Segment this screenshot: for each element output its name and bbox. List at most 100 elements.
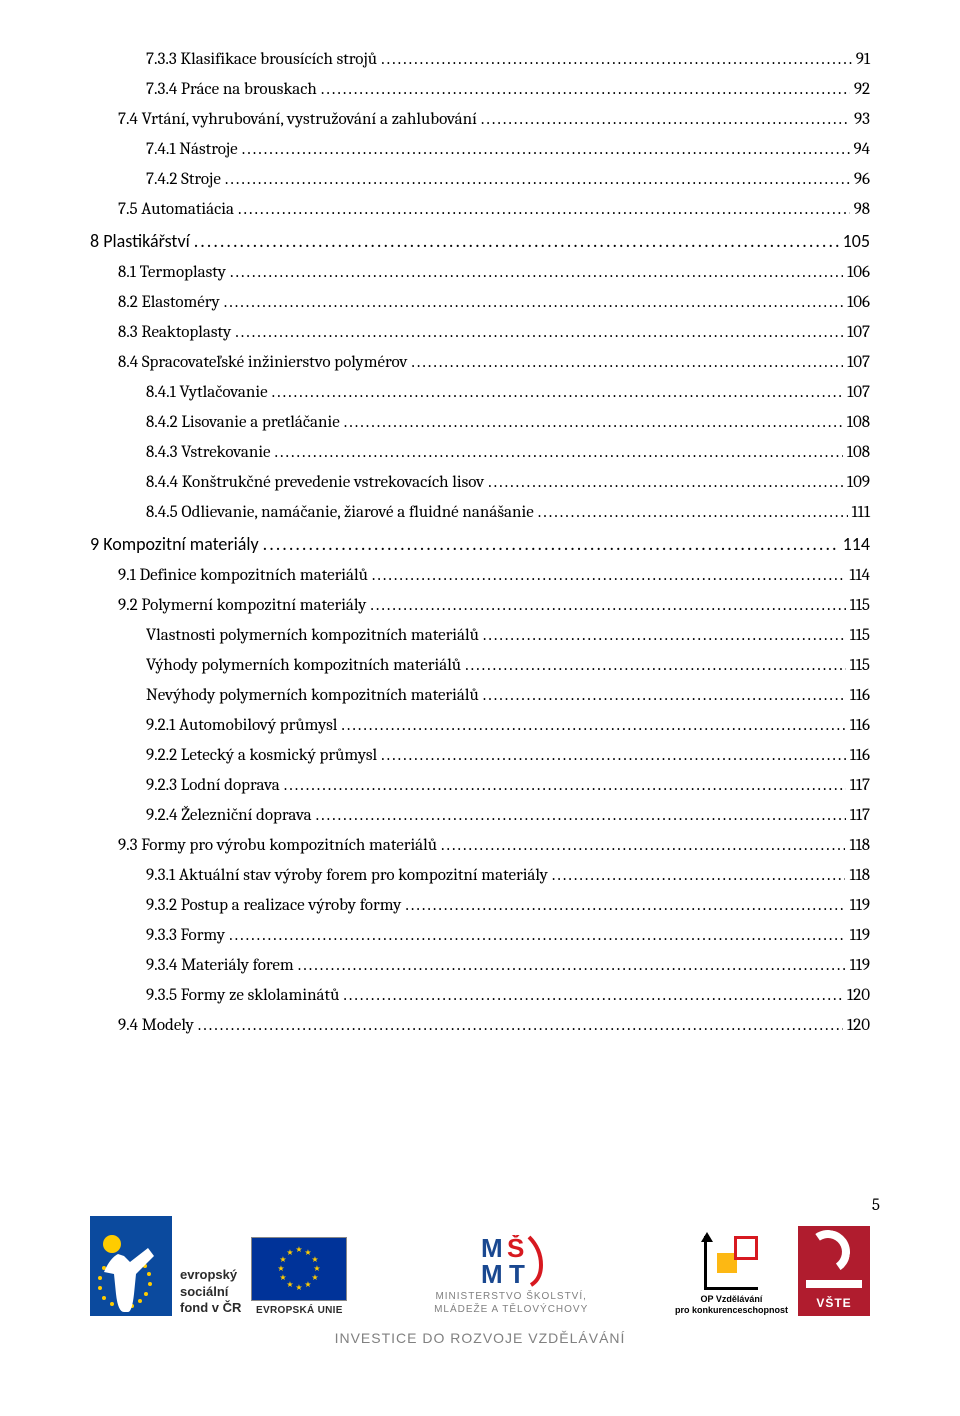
opvk-icon	[704, 1236, 758, 1290]
toc-page-number: 107	[847, 323, 870, 342]
toc-label: 9.2.1 Automobilový průmysl	[146, 716, 337, 735]
toc-label: 9.3.3 Formy	[146, 926, 225, 945]
toc-page-number: 109	[847, 473, 870, 492]
toc-page-number: 120	[847, 1016, 870, 1035]
toc-leader-dots	[381, 746, 846, 765]
toc-leader-dots	[488, 473, 843, 492]
toc-entry: 8.4.3 Vstrekovanie108	[90, 443, 870, 462]
toc-label: 9.4 Modely	[118, 1016, 194, 1035]
eu-logo: ★★★ ★★★ ★★★ ★★★ EVROPSKÁ UNIE	[251, 1237, 347, 1316]
toc-entry: 8.4.4 Konštrukčné prevedenie vstrekovací…	[90, 473, 870, 492]
toc-leader-dots	[372, 566, 845, 585]
toc-leader-dots	[344, 413, 843, 432]
toc-leader-dots	[238, 200, 850, 219]
toc-entry: 8.4.5 Odlievanie, namáčanie, žiarové a f…	[90, 503, 870, 522]
toc-leader-dots	[343, 986, 843, 1005]
toc-label: 7.4.2 Stroje	[146, 170, 221, 189]
toc-page-number: 119	[850, 896, 870, 915]
toc-label: 8.4.4 Konštrukčné prevedenie vstrekovací…	[146, 473, 484, 492]
toc-leader-dots	[483, 686, 846, 705]
toc-leader-dots	[481, 110, 850, 129]
toc-page-number: 116	[850, 686, 870, 705]
toc-page-number: 111	[852, 503, 870, 522]
toc-page-number: 115	[850, 656, 870, 675]
toc-page-number: 114	[843, 533, 870, 555]
toc-leader-dots	[275, 443, 843, 462]
toc-leader-dots	[235, 323, 843, 342]
msmt-line2: MLÁDEŽE A TĚLOVÝCHOVY	[434, 1304, 588, 1317]
toc-entry: 9.3.5 Formy ze sklolaminátů 120	[90, 986, 870, 1005]
esf-line1: evropský	[180, 1267, 241, 1283]
msmt-text: MINISTERSTVO ŠKOLSTVÍ, MLÁDEŽE A TĚLOVÝC…	[434, 1291, 588, 1316]
svg-text:M: M	[481, 1259, 503, 1287]
toc-label: 8.4.5 Odlievanie, namáčanie, žiarové a f…	[146, 503, 534, 522]
svg-text:★: ★	[278, 1264, 285, 1273]
toc-leader-dots	[316, 806, 846, 825]
toc-label: 8.4.1 Vytlačovanie	[146, 383, 268, 402]
vste-arc-icon	[803, 1227, 854, 1278]
toc-label: 9.1 Definice kompozitních materiálů	[118, 566, 368, 585]
toc-label: 9.3.4 Materiály forem	[146, 956, 294, 975]
toc-entry: 8.4.2 Lisovanie a pretláčanie108	[90, 413, 870, 432]
toc-entry: 7.4.2 Stroje 96	[90, 170, 870, 189]
toc-page-number: 120	[847, 986, 870, 1005]
toc-leader-dots	[272, 383, 843, 402]
toc-leader-dots	[194, 230, 839, 252]
toc-page-number: 115	[850, 626, 870, 645]
table-of-contents: 7.3.3 Klasifikace brousících strojů917.3…	[90, 50, 870, 1035]
toc-page-number: 115	[850, 596, 870, 615]
toc-page-number: 117	[850, 806, 870, 825]
svg-text:★: ★	[312, 1255, 319, 1264]
toc-leader-dots	[381, 50, 852, 69]
toc-label: 9.3 Formy pro výrobu kompozitních materi…	[118, 836, 437, 855]
opvk-text: OP Vzdělávání pro konkurenceschopnost	[675, 1294, 788, 1316]
toc-label: 7.3.4 Práce na brouskach	[146, 80, 317, 99]
toc-leader-dots	[198, 1016, 843, 1035]
footer: 5 evropský	[0, 1186, 960, 1416]
toc-entry: 8.2 Elastoméry106	[90, 293, 870, 312]
toc-entry: 9.2.3 Lodní doprava117	[90, 776, 870, 795]
opvk-line2: pro konkurenceschopnost	[675, 1305, 788, 1316]
svg-text:★: ★	[314, 1264, 321, 1273]
toc-entry: 9.2.1 Automobilový průmysl116	[90, 716, 870, 735]
toc-leader-dots	[225, 170, 850, 189]
toc-page-number: 96	[854, 170, 870, 189]
toc-page-number: 92	[854, 80, 870, 99]
toc-leader-dots	[284, 776, 846, 795]
opvk-line1: OP Vzdělávání	[675, 1294, 788, 1305]
toc-label: Nevýhody polymerních kompozitních materi…	[146, 686, 479, 705]
toc-page-number: 105	[843, 230, 870, 252]
toc-label: 7.4.1 Nástroje	[146, 140, 238, 159]
toc-leader-dots	[538, 503, 848, 522]
svg-text:★: ★	[287, 1248, 294, 1257]
toc-page-number: 116	[850, 746, 870, 765]
toc-label: 8 Plastikářství	[90, 230, 190, 252]
toc-entry: 8.4.1 Vytlačovanie107	[90, 383, 870, 402]
toc-entry: 9.3.1 Aktuální stav výroby forem pro kom…	[90, 866, 870, 885]
toc-leader-dots	[441, 836, 845, 855]
vste-logo: VŠTE	[798, 1226, 870, 1316]
toc-page-number: 106	[847, 293, 870, 312]
esf-line2: sociální	[180, 1284, 241, 1300]
toc-page-number: 107	[847, 353, 870, 372]
svg-text:★: ★	[280, 1273, 287, 1282]
toc-entry: 9.2.2 Letecký a kosmický průmysl 116	[90, 746, 870, 765]
toc-label: 9.2 Polymerní kompozitní materiály	[118, 596, 366, 615]
toc-leader-dots	[263, 533, 839, 555]
toc-label: 9.3.5 Formy ze sklolaminátů	[146, 986, 339, 1005]
svg-text:★: ★	[305, 1280, 312, 1289]
toc-leader-dots	[370, 596, 845, 615]
toc-label: 9.2.2 Letecký a kosmický průmysl	[146, 746, 377, 765]
toc-label: 9.3.1 Aktuální stav výroby forem pro kom…	[146, 866, 548, 885]
toc-leader-dots	[411, 353, 843, 372]
toc-leader-dots	[465, 656, 846, 675]
page-number: 5	[872, 1196, 880, 1215]
toc-entry: 9.3.2 Postup a realizace výroby formy119	[90, 896, 870, 915]
toc-entry: 7.3.4 Práce na brouskach 92	[90, 80, 870, 99]
toc-label: 8.3 Reaktoplasty	[118, 323, 231, 342]
esf-figure-icon	[90, 1216, 172, 1316]
toc-page-number: 91	[856, 50, 870, 69]
vste-label: VŠTE	[798, 1296, 870, 1310]
toc-page-number: 93	[854, 110, 870, 129]
toc-label: 9 Kompozitní materiály	[90, 533, 259, 555]
